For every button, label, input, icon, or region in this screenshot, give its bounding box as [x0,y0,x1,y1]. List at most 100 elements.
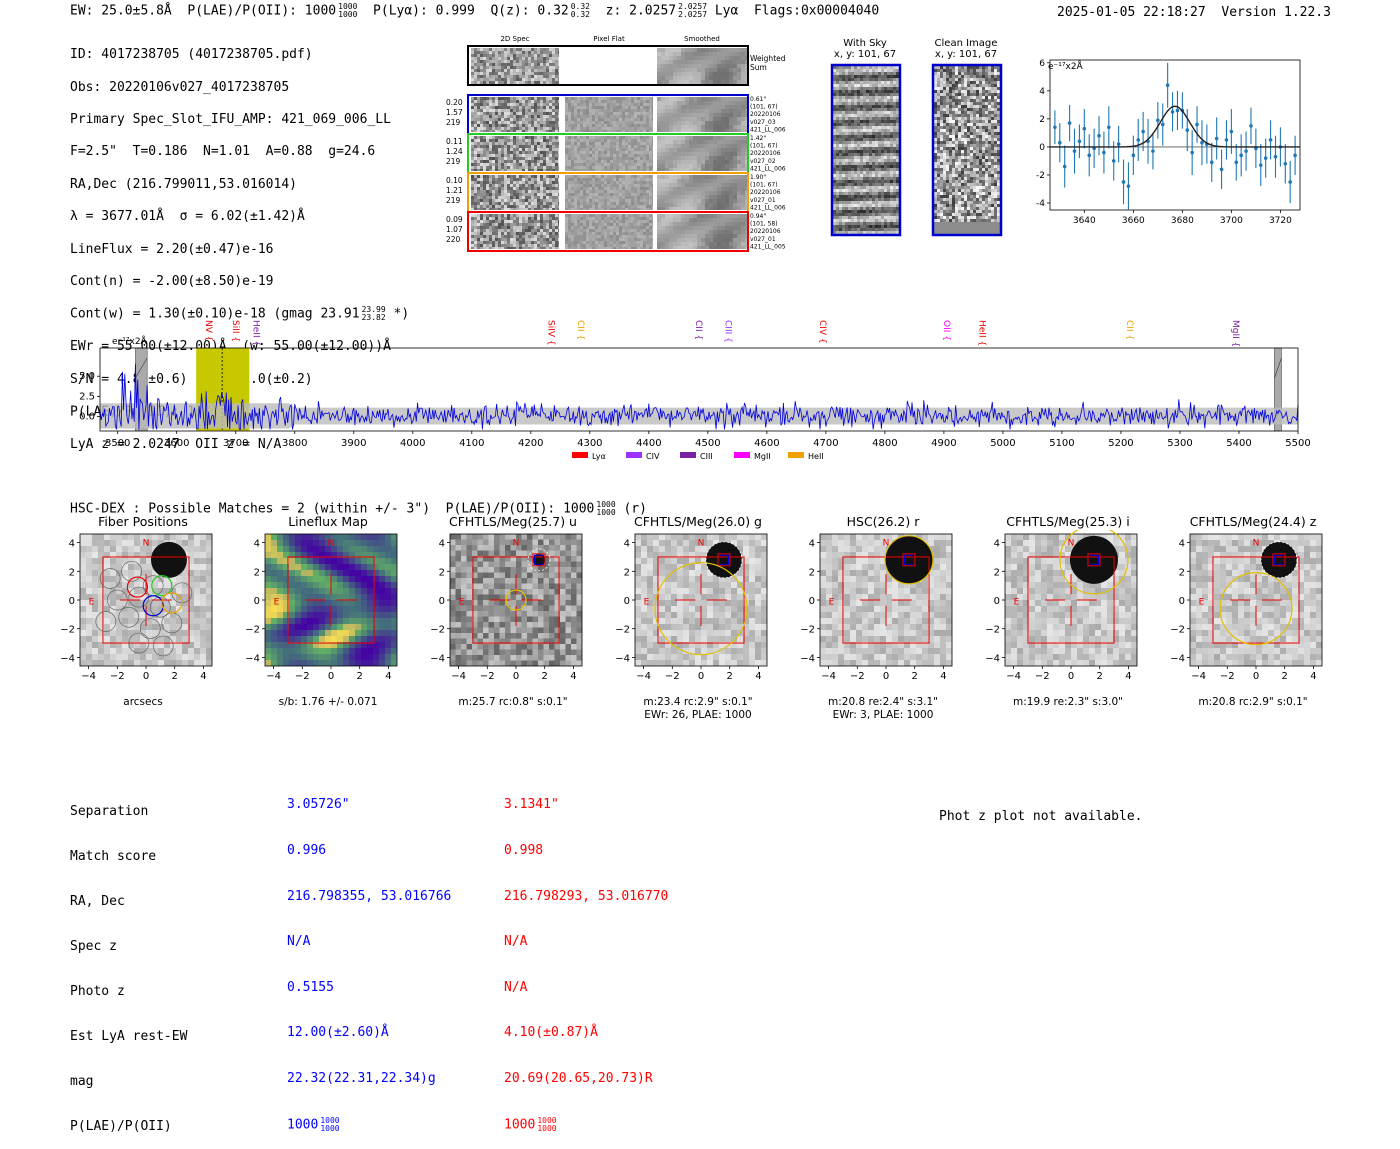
fiber-row-value: 0.09 [446,215,463,224]
cutout-x-tick-label: 2 [1282,671,1288,682]
cutout-x-tick-label: −4 [266,671,281,682]
cutout-x-tick-label: 4 [1310,671,1316,682]
zoom-data-point [1269,138,1273,142]
zoom-data-point [1220,168,1224,172]
fiber-pixelflat [565,136,653,171]
cutout-x-tick-label: 2 [727,671,733,682]
header-ew: EW: 25.0±5.8Å [70,4,172,19]
weighted-sum-label: Weighted [750,54,786,63]
fiber-2dspec [471,175,559,210]
east-label: E [459,597,465,607]
full-x-tick-label: 4700 [813,438,838,449]
fiber-row-info: 20220106 [750,111,781,118]
label-est-lya: Est LyA rest-EW [70,1029,187,1044]
full-x-tick-label: 3500 [105,438,130,449]
cutout-y-tick-label: 0 [439,596,445,607]
cutout-y-tick-label: 0 [809,596,815,607]
cutout-x-tick-label: 4 [200,671,206,682]
cutout-y-tick-label: 4 [1179,539,1185,550]
cutout-y-tick-label: −4 [1170,653,1185,664]
cutout-caption-2: EWr: 3, PLAE: 1000 [798,709,968,722]
legend-swatch [626,452,642,458]
cutout-y-tick-label: 4 [254,539,260,550]
cutout-x-tick-label: 2 [357,671,363,682]
zoom-data-point [1259,163,1263,167]
cutout-x-tick-label: 0 [328,671,334,682]
full-y-tick-label: 5.0 [79,371,95,382]
cutout-caption: m:20.8 rc:2.9" s:0.1" [1168,696,1338,709]
cutout-y-tick-label: −2 [1170,625,1185,636]
legend-label: HeII [808,452,824,461]
zoom-data-point [1200,141,1204,145]
zoom-y-tick-label: 2 [1039,115,1045,125]
fiber-row-info: 421_LL_006 [750,204,786,211]
emission-line-label: CII { [575,320,585,340]
fiber-row-info: 20220106 [750,189,781,196]
fiber-row-info: 20220106 [750,150,781,157]
cutout-caption: m:23.4 rc:2.9" s:0.1" [613,696,783,709]
spec2d-col-header: Smoothed [684,35,720,43]
zoom-data-point [1078,140,1082,144]
zoom-data-point [1058,141,1062,145]
zoom-data-point [1239,154,1243,158]
full-x-tick-label: 5500 [1285,438,1310,449]
full-x-tick-label: 4600 [754,438,779,449]
cutout-x-tick-label: 4 [385,671,391,682]
zoom-data-point [1244,149,1248,153]
spec2d-col-header: Pixel Flat [593,35,625,43]
header-z-line: Lyα [715,4,738,19]
east-label: E [1199,597,1205,607]
emission-line-label: CIII { [723,320,733,343]
cutout-x-tick-label: 4 [1125,671,1131,682]
label-radec: RA, Dec [70,894,187,909]
cutout-caption: arcsecs [58,696,228,709]
zoom-data-point [1136,138,1140,142]
zoom-y-tick-label: 4 [1039,87,1045,97]
fiber-2dspec [471,214,559,249]
full-unit-label: e⁻¹⁷x2Å [112,337,147,347]
fiber-row-value: 219 [446,196,461,205]
zoom-plot-frame [1050,60,1300,210]
fiber-row-info: 421_LL_005 [750,243,786,250]
header-right: 2025-01-05 22:18:27 Version 1.22.3 [1057,5,1331,20]
full-y-tick-label: 2.5 [79,391,95,402]
zoom-data-point [1161,123,1165,127]
with-sky-coords: x, y: 101, 67 [820,49,910,60]
north-label: N [143,538,150,548]
info-obs: Obs: 20220106v027_4017238705 [70,80,409,96]
col2-mag: 20.69(20.65,20.73)R [504,1071,668,1086]
fiber-row-info: v027_03 [750,119,776,126]
cutout-x-tick-label: 0 [513,671,519,682]
cutout-x-tick-label: −2 [1220,671,1235,682]
clean-image [934,66,1000,234]
fiber-pixelflat [565,97,653,132]
cutout-x-tick-label: 2 [1097,671,1103,682]
cutout-x-tick-label: 4 [570,671,576,682]
cutout-y-tick-label: 0 [624,596,630,607]
cutout-y-tick-label: −4 [430,653,445,664]
photz-message: Phot z plot not available. [939,809,1143,824]
fiber-pixelflat [565,214,653,249]
zoom-y-tick-label: 0 [1039,143,1045,153]
header-qz: Q(z): 0.32 [490,4,568,19]
header-plae: P(LAE)/P(OII): 1000 [187,4,336,19]
cutout-title: CFHTLS/Meg(26.0) g [618,514,778,529]
match-table-col1: 3.05726" 0.996 216.798355, 53.016766 N/A… [287,767,451,1148]
zoom-data-point [1225,138,1229,142]
zoom-data-point [1230,130,1234,134]
zoom-data-point [1190,151,1194,155]
cutout-title: CFHTLS/Meg(25.3) i [988,514,1148,529]
cutout-x-tick-label: −4 [1191,671,1206,682]
cutout-y-tick-label: −4 [985,653,1000,664]
bright-star [1070,536,1118,584]
cutout-y-tick-label: −4 [800,653,815,664]
cutout-x-tick-label: 2 [172,671,178,682]
zoom-data-point [1249,124,1253,128]
